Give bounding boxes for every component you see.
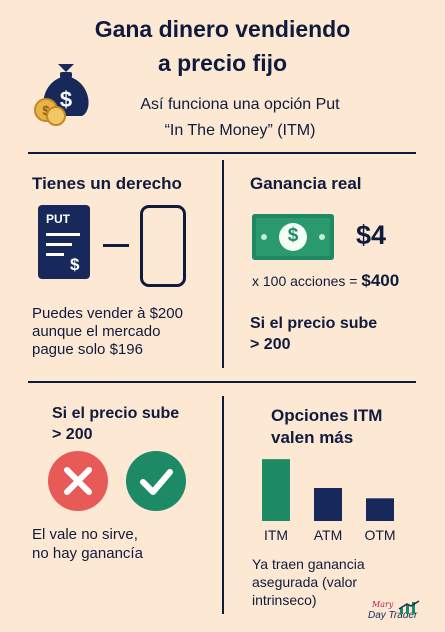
rise-desc-line2: no hay ganancía — [32, 545, 143, 562]
put-document-label: PUT — [46, 212, 70, 226]
tick-label-otm: OTM — [364, 527, 396, 543]
logo-text: Day Trader — [368, 610, 418, 621]
profit-condition-line2: > 200 — [250, 336, 291, 353]
right-panel-heading: Tienes un derecho — [32, 174, 182, 193]
right-desc-line1: Puedes vender à $200 — [32, 305, 183, 322]
profit-condition-line1: Si el precio sube — [250, 315, 378, 332]
itm-chart-labels: ITM ATM OTM — [252, 527, 412, 547]
bar-atm — [314, 488, 342, 521]
profit-heading: Ganancia real — [250, 174, 362, 193]
right-desc-line3: pague solo $196 — [32, 341, 143, 358]
right-desc-line2: aunque el mercado — [32, 323, 161, 340]
bar-itm — [262, 459, 290, 521]
profit-total: $400 — [361, 271, 400, 290]
x-mark-icon — [48, 451, 108, 511]
dash-separator — [103, 244, 129, 247]
lower-vertical-divider — [222, 396, 224, 614]
rise-heading-line2: > 200 — [52, 426, 93, 443]
put-document-icon: PUT $ — [38, 205, 90, 279]
smartphone-icon — [140, 205, 186, 287]
checkmark-icon — [126, 451, 186, 511]
coin-stack-icon: $ — [34, 98, 66, 126]
middle-divider — [28, 381, 416, 383]
bar-otm — [366, 498, 394, 521]
logo-script: Mary — [372, 600, 394, 609]
tick-label-atm: ATM — [313, 527, 343, 543]
subtitle-line2: “In The Money” (ITM) — [164, 122, 316, 139]
itm-heading-line1: Opciones ITM — [271, 406, 383, 425]
rise-heading-line1: Si el precio sube — [52, 405, 180, 422]
profit-multiplier-text: x 100 acciones = — [252, 273, 358, 289]
itm-bar-chart — [262, 459, 394, 521]
rise-desc-line1: El vale no sirve, — [32, 526, 138, 543]
page-title-line2: a precio fijo — [157, 50, 288, 76]
upper-vertical-divider — [222, 160, 224, 368]
itm-desc-line1: Ya traen ganancia — [252, 556, 365, 572]
svg-text:$: $ — [42, 103, 50, 118]
itm-desc-line3: intrinseco) — [252, 592, 317, 608]
logo-chart-icon — [398, 600, 420, 614]
subtitle-line1: Así funciona una opción Put — [140, 96, 340, 113]
itm-heading-line2: valen más — [271, 428, 354, 447]
top-divider — [28, 152, 416, 154]
itm-desc-line2: asegurada (valor — [252, 574, 358, 590]
svg-text:$: $ — [60, 87, 72, 112]
profit-multiplier-row: x 100 acciones = $400 — [252, 271, 399, 291]
page-title-line1: Gana dinero vendiendo — [94, 16, 351, 42]
put-document-dollar: $ — [70, 255, 80, 274]
brand-logo: Mary Day Trader — [368, 600, 428, 628]
tick-label-itm: ITM — [263, 527, 289, 543]
dollar-bill-icon: $ — [252, 214, 334, 260]
profit-amount: $4 — [356, 220, 387, 250]
